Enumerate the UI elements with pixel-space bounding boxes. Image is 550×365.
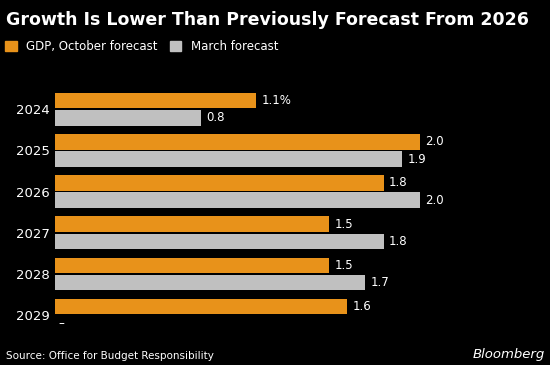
Text: 1.7: 1.7 (371, 276, 389, 289)
Text: 1.6: 1.6 (353, 300, 371, 313)
Text: Source: Office for Budget Responsibility: Source: Office for Budget Responsibility (6, 351, 213, 361)
Legend: GDP, October forecast, March forecast: GDP, October forecast, March forecast (5, 40, 278, 53)
Bar (55, 275, 365, 291)
Text: 1.5: 1.5 (334, 259, 353, 272)
Text: –: – (59, 317, 64, 330)
Text: 1.1%: 1.1% (261, 94, 291, 107)
Bar (55, 110, 201, 126)
Text: 1.8: 1.8 (389, 176, 408, 189)
Bar (55, 192, 420, 208)
Text: 2.0: 2.0 (426, 194, 444, 207)
Bar (55, 134, 420, 150)
Text: 2.0: 2.0 (426, 135, 444, 148)
Bar (55, 216, 329, 232)
Text: 1.8: 1.8 (389, 235, 408, 248)
Text: Growth Is Lower Than Previously Forecast From 2026: Growth Is Lower Than Previously Forecast… (6, 11, 529, 29)
Text: Bloomberg: Bloomberg (472, 348, 544, 361)
Text: 1.5: 1.5 (334, 218, 353, 231)
Bar (55, 151, 402, 167)
Bar (55, 175, 383, 191)
Bar (55, 257, 329, 273)
Text: 1.9: 1.9 (408, 153, 426, 165)
Bar (55, 93, 256, 108)
Text: 0.8: 0.8 (206, 111, 225, 124)
Bar (55, 234, 383, 249)
Bar (55, 299, 347, 314)
